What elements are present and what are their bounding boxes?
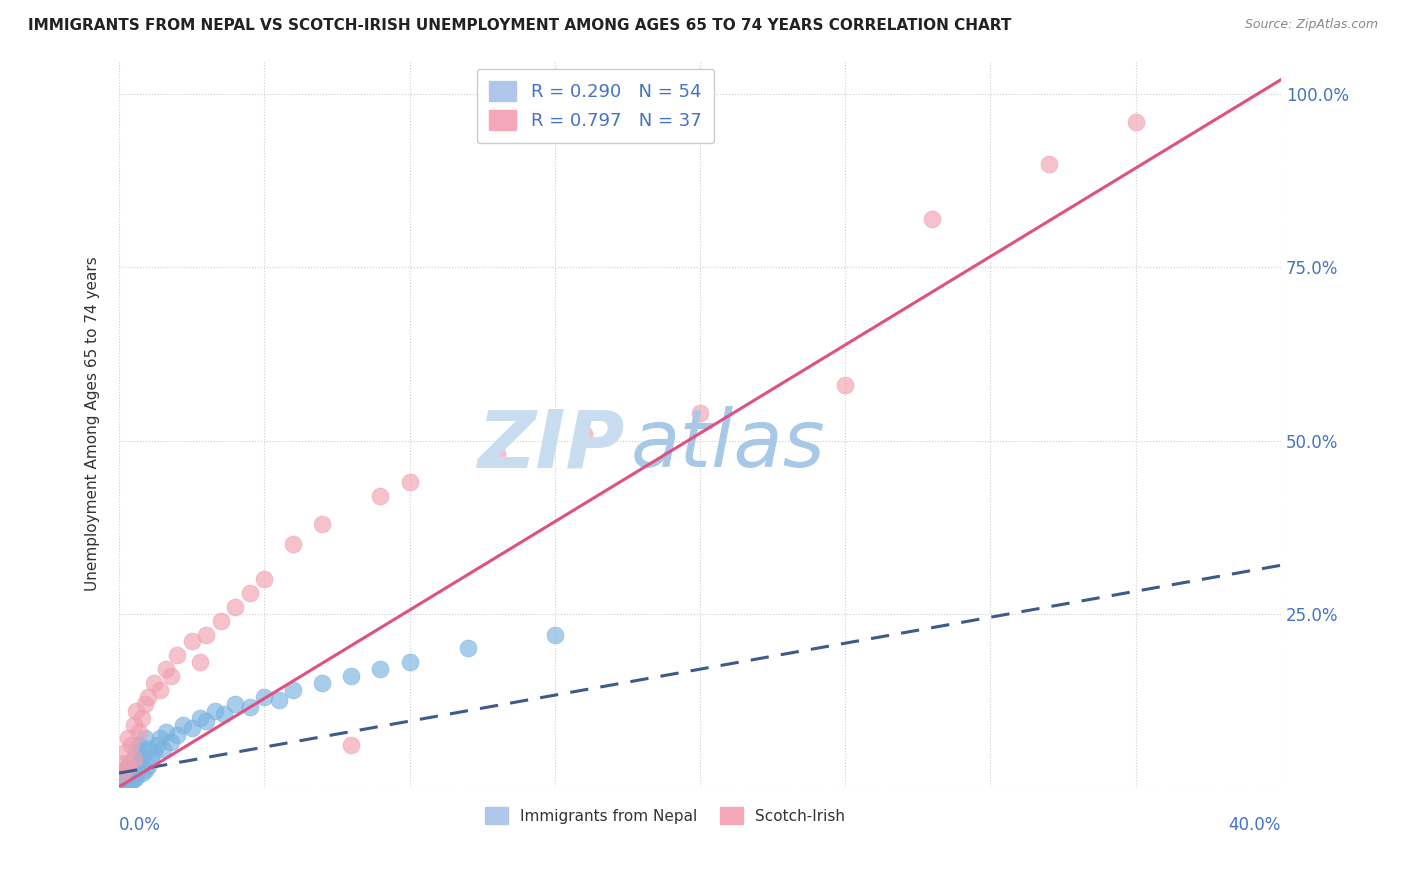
- Point: [111, 774, 134, 789]
- Y-axis label: Unemployment Among Ages 65 to 74 years: Unemployment Among Ages 65 to 74 years: [86, 256, 100, 591]
- Point: [120, 774, 142, 789]
- Point: [149, 731, 172, 746]
- Point: [122, 752, 145, 766]
- Point: [370, 489, 392, 503]
- Point: [204, 704, 226, 718]
- Point: [212, 707, 235, 722]
- Point: [117, 731, 139, 746]
- Point: [111, 772, 134, 787]
- Point: [131, 748, 153, 763]
- Point: [485, 447, 508, 461]
- Point: [142, 676, 165, 690]
- Legend: Immigrants from Nepal, Scotch-Irish: Immigrants from Nepal, Scotch-Irish: [479, 801, 852, 830]
- Point: [111, 770, 134, 784]
- Text: 40.0%: 40.0%: [1229, 816, 1281, 834]
- Point: [117, 772, 139, 787]
- Point: [139, 752, 162, 766]
- Point: [142, 745, 165, 759]
- Point: [125, 745, 148, 759]
- Point: [131, 711, 153, 725]
- Point: [457, 641, 479, 656]
- Point: [311, 516, 333, 531]
- Text: Source: ZipAtlas.com: Source: ZipAtlas.com: [1244, 18, 1378, 31]
- Point: [114, 772, 136, 786]
- Point: [117, 759, 139, 773]
- Text: ZIP: ZIP: [477, 406, 624, 484]
- Point: [340, 669, 363, 683]
- Point: [136, 690, 159, 704]
- Point: [125, 770, 148, 784]
- Point: [166, 728, 188, 742]
- Point: [120, 739, 142, 753]
- Point: [1125, 115, 1147, 129]
- Point: [114, 766, 136, 780]
- Point: [195, 714, 218, 728]
- Point: [398, 655, 420, 669]
- Point: [117, 767, 139, 781]
- Point: [128, 756, 150, 770]
- Point: [131, 766, 153, 780]
- Point: [834, 378, 856, 392]
- Point: [195, 627, 218, 641]
- Point: [160, 669, 183, 683]
- Point: [149, 682, 172, 697]
- Point: [136, 741, 159, 756]
- Point: [134, 763, 156, 777]
- Point: [283, 682, 305, 697]
- Point: [209, 614, 232, 628]
- Point: [340, 739, 363, 753]
- Text: IMMIGRANTS FROM NEPAL VS SCOTCH-IRISH UNEMPLOYMENT AMONG AGES 65 TO 74 YEARS COR: IMMIGRANTS FROM NEPAL VS SCOTCH-IRISH UN…: [28, 18, 1011, 33]
- Point: [544, 627, 567, 641]
- Point: [136, 759, 159, 773]
- Point: [239, 700, 262, 714]
- Point: [122, 772, 145, 786]
- Point: [155, 662, 177, 676]
- Point: [114, 745, 136, 759]
- Point: [122, 763, 145, 777]
- Point: [166, 648, 188, 663]
- Point: [370, 662, 392, 676]
- Point: [152, 741, 174, 756]
- Point: [111, 766, 134, 780]
- Point: [155, 724, 177, 739]
- Point: [120, 770, 142, 784]
- Point: [190, 655, 212, 669]
- Point: [160, 735, 183, 749]
- Point: [180, 721, 202, 735]
- Point: [122, 752, 145, 766]
- Point: [398, 475, 420, 490]
- Point: [117, 759, 139, 773]
- Point: [134, 731, 156, 746]
- Point: [134, 697, 156, 711]
- Text: 0.0%: 0.0%: [120, 816, 160, 834]
- Point: [125, 759, 148, 773]
- Point: [253, 572, 276, 586]
- Point: [689, 406, 711, 420]
- Point: [239, 586, 262, 600]
- Point: [120, 756, 142, 770]
- Point: [253, 690, 276, 704]
- Point: [180, 634, 202, 648]
- Point: [114, 776, 136, 790]
- Point: [224, 697, 246, 711]
- Text: atlas: atlas: [630, 406, 825, 484]
- Point: [146, 739, 169, 753]
- Point: [128, 739, 150, 753]
- Point: [283, 537, 305, 551]
- Point: [114, 756, 136, 770]
- Point: [128, 724, 150, 739]
- Point: [267, 693, 290, 707]
- Point: [1038, 156, 1060, 170]
- Point: [114, 763, 136, 777]
- Point: [117, 764, 139, 779]
- Point: [224, 599, 246, 614]
- Point: [172, 717, 194, 731]
- Point: [921, 211, 943, 226]
- Point: [110, 776, 132, 790]
- Point: [190, 711, 212, 725]
- Point: [125, 704, 148, 718]
- Point: [311, 676, 333, 690]
- Point: [122, 717, 145, 731]
- Point: [572, 426, 595, 441]
